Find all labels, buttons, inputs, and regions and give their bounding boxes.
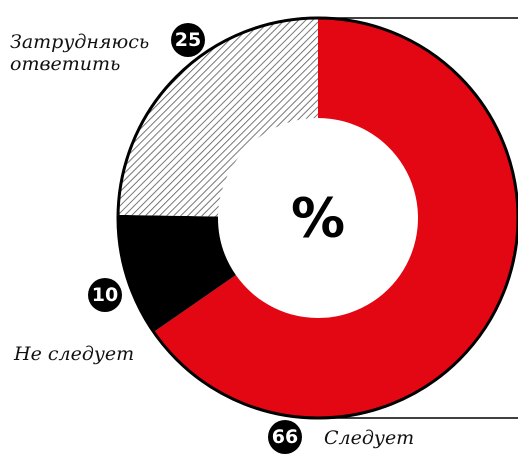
outer-ring [116, 16, 518, 420]
value-label: 66 [268, 420, 302, 454]
category-label: Следует [324, 427, 415, 449]
value-label: 10 [88, 278, 122, 312]
center-label: % [291, 187, 345, 250]
donut-segment [118, 18, 318, 217]
value-label: 25 [171, 23, 205, 57]
category-label: Не следует [14, 343, 135, 365]
donut-segment [153, 18, 518, 418]
donut-segment [118, 214, 236, 333]
category-label: Затрудняюсь ответить [10, 31, 150, 75]
